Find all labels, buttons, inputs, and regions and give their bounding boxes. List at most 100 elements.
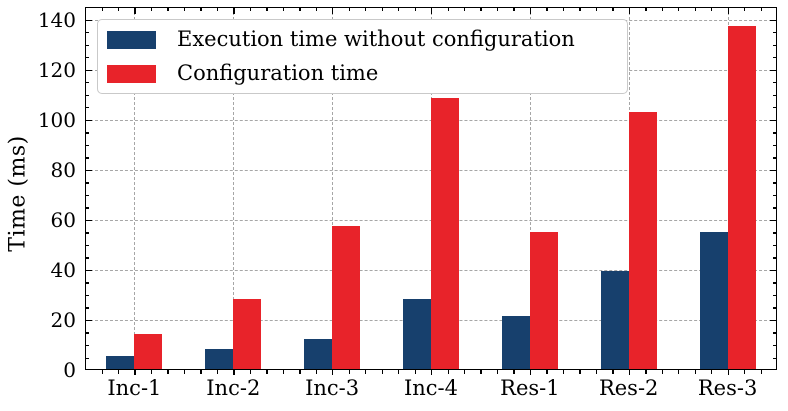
gridline-vertical-inc-2 (233, 7, 235, 370)
x-tick-bottom (249, 370, 252, 374)
x-tick-label-inc-4: Inc-4 (403, 376, 459, 400)
x-tick-top (744, 7, 746, 11)
x-tick-top (150, 7, 153, 11)
res-3-configuration-time-bar (727, 25, 756, 370)
x-tick-top (480, 7, 482, 11)
y-tick-label-140: 140 (37, 7, 76, 32)
y-tick-right (773, 82, 777, 84)
x-tick-bottom (447, 370, 449, 374)
y-tick-right (770, 319, 777, 322)
y-tick-label-120: 120 (37, 57, 76, 82)
x-tick-top (513, 7, 515, 11)
inc-2-execution-time-without-configuration-bar (205, 348, 234, 370)
y-tick-right (773, 32, 777, 34)
x-tick-top (727, 7, 729, 14)
y-tick-left (85, 319, 92, 322)
res-3-execution-time-without-configuration-bar (699, 232, 728, 370)
y-tick-left (85, 182, 89, 184)
y-tick-right (773, 57, 777, 59)
x-tick-top (562, 7, 565, 11)
legend-label-execution-time: Execution time without configuration (177, 27, 575, 51)
inc-3-execution-time-without-configuration-bar (304, 338, 333, 370)
y-tick-right (773, 232, 777, 234)
x-tick-top (579, 7, 581, 11)
legend: Execution time without configuration Con… (97, 19, 628, 94)
x-tick-top (711, 7, 713, 11)
y-tick-label-20: 20 (50, 307, 76, 332)
y-tick-left (85, 44, 89, 46)
x-tick-top (216, 7, 219, 11)
x-tick-bottom (332, 370, 334, 375)
y-tick-right (773, 44, 777, 46)
x-tick-top (315, 7, 318, 11)
y-tick-right (773, 345, 777, 347)
x-tick-top (266, 7, 268, 11)
y-tick-right (773, 257, 777, 259)
y-tick-right (773, 282, 777, 284)
y-tick-right (770, 169, 777, 172)
y-tick-left (85, 269, 92, 272)
x-tick-bottom (348, 370, 350, 374)
y-tick-left (85, 169, 92, 172)
legend-label-configuration-time: Configuration time (177, 61, 379, 85)
x-tick-bottom (628, 370, 631, 375)
y-tick-right (770, 69, 777, 71)
x-tick-bottom (464, 370, 466, 374)
y-tick-left (85, 207, 89, 209)
x-tick-bottom (118, 370, 120, 374)
x-tick-bottom (216, 370, 219, 374)
x-tick-top (678, 7, 680, 11)
gridline-vertical-res-1 (529, 7, 531, 370)
y-tick-left (85, 257, 89, 259)
x-tick-bottom (282, 370, 285, 374)
y-tick-left (85, 244, 89, 247)
y-tick-left (85, 194, 89, 197)
y-tick-left (85, 107, 89, 109)
x-tick-bottom (546, 370, 548, 374)
y-tick-right (773, 94, 777, 96)
y-tick-right (770, 19, 777, 21)
x-tick-bottom (365, 370, 367, 374)
y-tick-left (85, 282, 89, 284)
y-tick-label-40: 40 (50, 257, 76, 282)
x-tick-label-res-2: Res-2 (598, 376, 659, 400)
x-tick-label-res-1: Res-1 (500, 376, 560, 400)
y-tick-label-100: 100 (37, 107, 76, 132)
y-tick-left (85, 69, 92, 71)
x-tick-bottom (431, 370, 433, 375)
y-tick-right (770, 269, 777, 272)
y-tick-right (773, 357, 777, 359)
y-tick-left (85, 119, 92, 122)
y-tick-left (85, 132, 89, 134)
y-tick-label-80: 80 (50, 157, 76, 182)
y-tick-left (85, 82, 89, 84)
x-tick-label-inc-2: Inc-2 (206, 376, 261, 400)
x-tick-bottom (233, 370, 235, 375)
x-tick-label-inc-3: Inc-3 (305, 376, 360, 400)
x-tick-top (496, 7, 499, 11)
x-tick-bottom (711, 370, 713, 374)
x-tick-top (299, 7, 301, 11)
y-axis-title: Time (ms) (5, 135, 31, 252)
x-tick-bottom (678, 370, 680, 374)
x-tick-bottom (266, 370, 268, 374)
y-tick-right (773, 207, 777, 209)
x-tick-top (414, 7, 416, 11)
gridline-vertical-inc-3 (332, 7, 334, 370)
x-tick-bottom (101, 370, 103, 374)
legend-item-configuration-time: Configuration time (107, 59, 617, 89)
legend-swatch-execution-time (107, 30, 156, 49)
x-tick-top (381, 7, 383, 11)
x-tick-bottom (315, 370, 318, 374)
x-tick-top (101, 7, 103, 11)
x-tick-top (365, 7, 367, 11)
inc-4-execution-time-without-configuration-bar (403, 298, 431, 370)
x-tick-bottom (595, 370, 598, 374)
y-tick-left (85, 307, 89, 309)
y-tick-right (773, 132, 777, 134)
y-tick-right (773, 194, 777, 197)
res-1-configuration-time-bar (529, 232, 558, 370)
x-tick-top (661, 7, 664, 11)
inc-1-configuration-time-bar (134, 333, 163, 370)
